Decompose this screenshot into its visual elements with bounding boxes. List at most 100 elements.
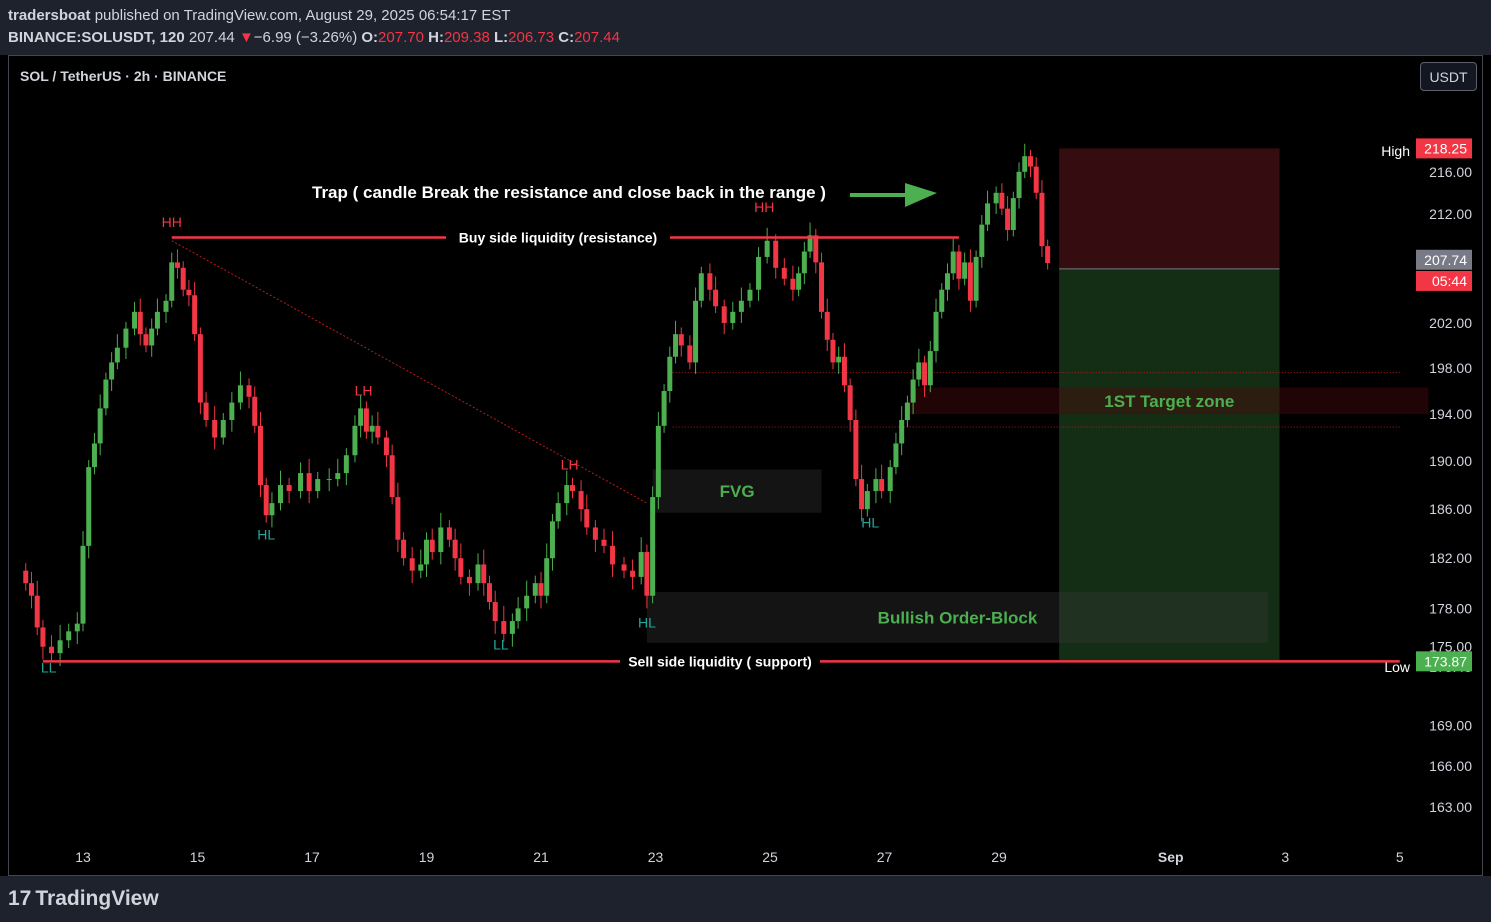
descending-trendline bbox=[171, 240, 648, 504]
x-tick-label: 5 bbox=[1396, 849, 1404, 865]
candle-body bbox=[944, 273, 950, 290]
candle-body bbox=[132, 311, 138, 329]
candle-body bbox=[143, 334, 149, 346]
candle-body bbox=[773, 240, 779, 268]
x-tick-label: 23 bbox=[648, 849, 664, 865]
candle-body bbox=[993, 192, 999, 204]
candle-body bbox=[673, 334, 679, 357]
candle-body bbox=[610, 545, 616, 565]
y-tick-label: 198.00 bbox=[1429, 360, 1472, 376]
candle-body bbox=[796, 273, 802, 290]
candle-body bbox=[375, 425, 381, 438]
x-tick-label: 29 bbox=[991, 849, 1007, 865]
candle-body bbox=[910, 379, 916, 403]
chart-legend-title[interactable]: SOL / TetherUS · 2h · BINANCE bbox=[20, 68, 227, 84]
x-tick-label: 15 bbox=[190, 849, 206, 865]
candle-body bbox=[401, 539, 407, 559]
price-badge bbox=[1416, 138, 1472, 159]
candle-body bbox=[661, 391, 667, 426]
candle-body bbox=[538, 583, 544, 596]
candle-body bbox=[91, 443, 97, 468]
candle-body bbox=[916, 362, 922, 380]
trap-annotation: Trap ( candle Break the resistance and c… bbox=[312, 183, 826, 202]
currency-button[interactable]: USDT bbox=[1420, 62, 1477, 91]
tradingview-logo[interactable]: 17 TradingView bbox=[8, 887, 159, 911]
candle-body bbox=[655, 425, 661, 498]
candle-body bbox=[578, 491, 584, 510]
candle-body bbox=[864, 491, 870, 510]
publication-header: tradersboat published on TradingView.com… bbox=[0, 0, 1491, 55]
candle-body bbox=[781, 267, 787, 279]
candle-body bbox=[824, 311, 830, 340]
candle-body bbox=[246, 385, 252, 397]
low-marker-label: Low bbox=[1384, 659, 1411, 675]
candle-body bbox=[326, 479, 332, 481]
candle-body bbox=[879, 479, 885, 492]
y-tick-label: 194.00 bbox=[1429, 406, 1472, 422]
ohlc-line: BINANCE:SOLUSDT, 120 207.44 ▼−6.99 (−3.2… bbox=[8, 29, 620, 46]
low-value: 206.73 bbox=[508, 29, 555, 46]
candle-body bbox=[114, 347, 120, 363]
candle-body bbox=[269, 503, 275, 516]
swing-label-hl: HL bbox=[861, 514, 879, 530]
high-value: 209.38 bbox=[443, 29, 490, 46]
candle-body bbox=[747, 289, 753, 301]
candle-body bbox=[66, 631, 72, 641]
candle-body bbox=[28, 583, 34, 596]
candle-body bbox=[899, 419, 905, 444]
candle-body bbox=[813, 235, 819, 263]
author-name[interactable]: tradersboat bbox=[8, 7, 91, 24]
swing-label-hl: HL bbox=[257, 527, 275, 543]
candle-body bbox=[707, 273, 713, 290]
candle-body bbox=[192, 295, 198, 335]
candle-body bbox=[237, 385, 243, 403]
candle-body bbox=[630, 570, 636, 577]
candle-body bbox=[369, 425, 375, 432]
footer-bar bbox=[0, 876, 1491, 922]
candle-body bbox=[286, 485, 292, 492]
candle-body bbox=[409, 558, 415, 571]
candle-body bbox=[1039, 192, 1045, 247]
change-down-icon: ▼ bbox=[238, 29, 254, 46]
y-tick-label: 190.00 bbox=[1429, 453, 1472, 469]
candle-body bbox=[730, 311, 736, 323]
close-value: 207.44 bbox=[574, 29, 620, 46]
candle-body bbox=[315, 479, 321, 492]
price-badge bbox=[1416, 270, 1472, 291]
candle-body bbox=[123, 328, 129, 348]
candle-body bbox=[1010, 198, 1016, 230]
candle-body bbox=[40, 627, 46, 647]
candle-body bbox=[687, 345, 693, 363]
candle-body bbox=[1033, 166, 1039, 193]
candle-body bbox=[764, 240, 770, 257]
candle-body bbox=[985, 203, 991, 225]
candle-body bbox=[352, 425, 358, 456]
candle-body bbox=[74, 623, 80, 632]
price-badge-label: 05:44 bbox=[1432, 273, 1467, 289]
candle-body bbox=[515, 608, 521, 622]
candle-body bbox=[549, 521, 555, 559]
candle-body bbox=[621, 564, 627, 571]
candle-body bbox=[252, 396, 258, 426]
candle-body bbox=[452, 539, 458, 559]
chart-pane[interactable] bbox=[8, 55, 1483, 876]
high-marker-label: High bbox=[1381, 143, 1410, 159]
candle-body bbox=[363, 408, 369, 432]
candle-body bbox=[584, 509, 590, 528]
candle-body bbox=[97, 408, 103, 444]
candle-body bbox=[1027, 156, 1033, 167]
low-label: L: bbox=[494, 29, 509, 46]
price-badge-label: 173.87 bbox=[1424, 653, 1467, 669]
candle-body bbox=[86, 467, 92, 546]
candle-body bbox=[807, 235, 813, 252]
high-label: H: bbox=[428, 29, 444, 46]
candle-body bbox=[492, 602, 498, 622]
fvg-box bbox=[652, 469, 822, 513]
y-tick-label: 216.00 bbox=[1429, 164, 1472, 180]
candle-body bbox=[343, 455, 349, 474]
candle-body bbox=[49, 646, 55, 654]
candle-body bbox=[169, 262, 175, 301]
candle-body bbox=[904, 402, 910, 420]
candle-body bbox=[466, 576, 472, 584]
